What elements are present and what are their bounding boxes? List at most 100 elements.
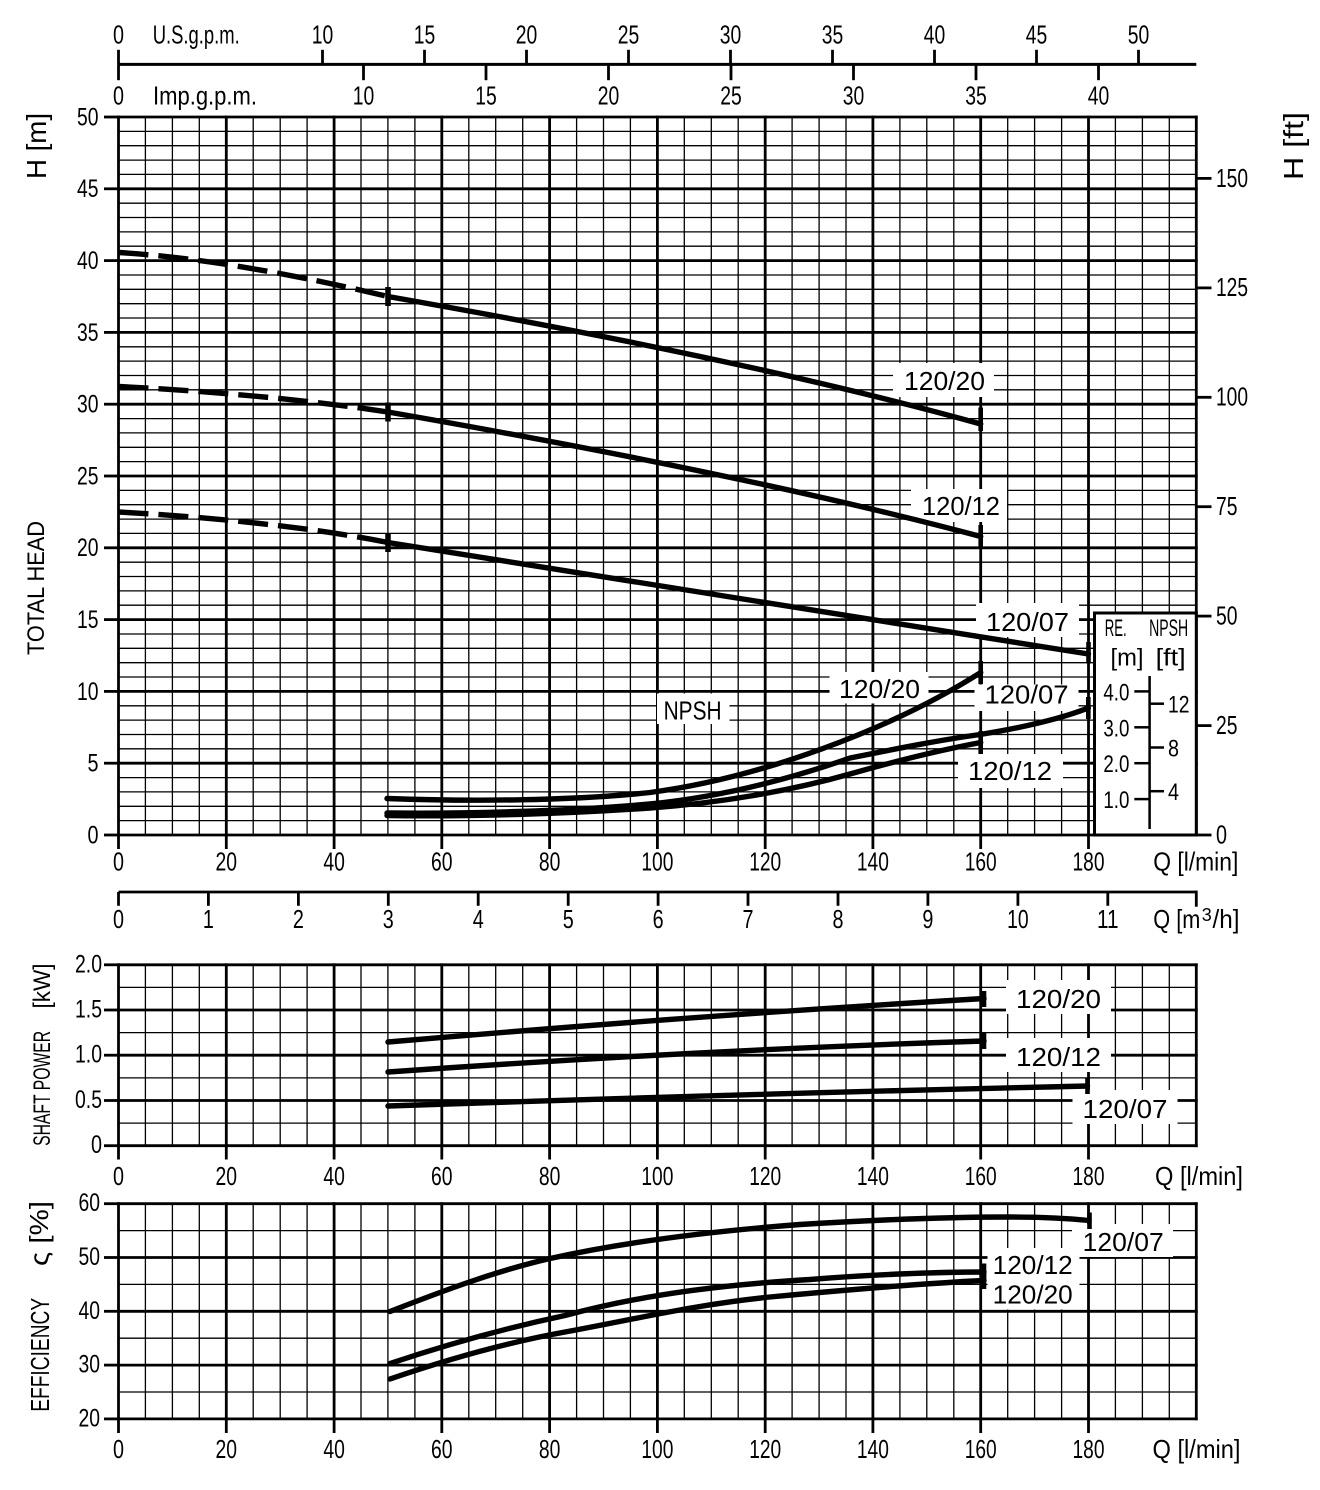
svg-text:120/12: 120/12 — [968, 756, 1052, 786]
svg-text:180: 180 — [1073, 847, 1105, 877]
svg-text:50: 50 — [1216, 601, 1238, 631]
svg-text:H [ft]: H [ft] — [1278, 112, 1309, 180]
svg-text:8: 8 — [833, 904, 844, 934]
svg-text:45: 45 — [1026, 20, 1048, 50]
svg-text:1.0: 1.0 — [75, 1041, 102, 1069]
svg-text:RE.: RE. — [1105, 615, 1127, 642]
svg-text:5: 5 — [88, 750, 99, 778]
svg-text:180: 180 — [1073, 1434, 1105, 1464]
svg-text:0: 0 — [88, 821, 99, 849]
svg-text:20: 20 — [216, 1161, 238, 1191]
svg-text:120/07: 120/07 — [985, 680, 1069, 710]
svg-text:15: 15 — [414, 20, 436, 50]
svg-text:120/12: 120/12 — [922, 491, 1000, 521]
svg-text:50: 50 — [77, 103, 99, 131]
svg-text:25: 25 — [720, 80, 742, 110]
svg-text:120/20: 120/20 — [993, 1280, 1073, 1310]
svg-text:180: 180 — [1073, 1161, 1105, 1191]
svg-text:12: 12 — [1168, 692, 1190, 719]
svg-text:40: 40 — [323, 1434, 345, 1464]
svg-text:15: 15 — [475, 80, 497, 110]
svg-text:120/07: 120/07 — [1083, 1227, 1164, 1257]
svg-text:40: 40 — [79, 1297, 101, 1325]
svg-text:140: 140 — [857, 1161, 889, 1191]
svg-text:80: 80 — [539, 847, 561, 877]
svg-text:4: 4 — [473, 904, 484, 934]
svg-text:3: 3 — [383, 904, 394, 934]
svg-text:[ft]: [ft] — [1156, 645, 1186, 672]
svg-text:120/07: 120/07 — [986, 607, 1069, 637]
svg-text:30: 30 — [843, 80, 865, 110]
svg-text:NPSH: NPSH — [1149, 615, 1188, 642]
svg-text:0: 0 — [113, 904, 124, 934]
svg-text:100: 100 — [1216, 382, 1248, 412]
svg-text:[kW]: [kW] — [29, 964, 56, 1009]
svg-text:Q [l/min]: Q [l/min] — [1153, 1434, 1241, 1464]
svg-text:150: 150 — [1216, 163, 1248, 193]
svg-text:120: 120 — [749, 1161, 781, 1191]
svg-text:30: 30 — [79, 1351, 101, 1379]
svg-text:5: 5 — [563, 904, 574, 934]
svg-text:Q [l/min]: Q [l/min] — [1153, 847, 1238, 877]
svg-text:60: 60 — [431, 847, 453, 877]
svg-text:60: 60 — [79, 1189, 101, 1217]
svg-text:7: 7 — [743, 904, 754, 934]
svg-text:20: 20 — [216, 1434, 238, 1464]
svg-text:120/20: 120/20 — [839, 674, 920, 704]
svg-text:20: 20 — [216, 847, 238, 877]
svg-text:3: 3 — [1202, 905, 1212, 925]
svg-text:U.S.g.p.m.: U.S.g.p.m. — [153, 20, 240, 50]
svg-text:10: 10 — [1007, 904, 1029, 934]
svg-text:25: 25 — [77, 462, 99, 490]
svg-text:45: 45 — [77, 175, 99, 203]
svg-text:50: 50 — [79, 1243, 101, 1271]
svg-text:35: 35 — [822, 20, 844, 50]
svg-text:1.0: 1.0 — [1103, 787, 1129, 814]
svg-text:160: 160 — [965, 1434, 997, 1464]
svg-text:4.0: 4.0 — [1103, 679, 1129, 706]
svg-text:40: 40 — [323, 847, 345, 877]
svg-text:120/07: 120/07 — [1083, 1094, 1168, 1124]
svg-text:10: 10 — [77, 678, 99, 706]
svg-text:2.0: 2.0 — [75, 950, 102, 978]
svg-text:8: 8 — [1168, 736, 1179, 763]
svg-text:30: 30 — [77, 391, 99, 419]
svg-text:125: 125 — [1216, 272, 1248, 302]
svg-text:6: 6 — [653, 904, 664, 934]
svg-text:10: 10 — [353, 80, 375, 110]
svg-text:60: 60 — [431, 1434, 453, 1464]
svg-text:120/20: 120/20 — [1016, 984, 1101, 1014]
svg-text:40: 40 — [924, 20, 946, 50]
svg-text:100: 100 — [641, 1434, 673, 1464]
svg-text:0: 0 — [113, 847, 124, 877]
svg-text:80: 80 — [539, 1161, 561, 1191]
svg-text:35: 35 — [965, 80, 987, 110]
svg-text:0: 0 — [113, 20, 124, 50]
svg-text:0: 0 — [113, 80, 124, 110]
svg-text:20: 20 — [516, 20, 538, 50]
svg-text:15: 15 — [77, 606, 99, 634]
svg-text:NPSH: NPSH — [664, 696, 722, 726]
svg-text:/h]: /h] — [1213, 904, 1240, 934]
svg-text:10: 10 — [312, 20, 334, 50]
svg-text:0: 0 — [1216, 819, 1227, 849]
svg-text:40: 40 — [77, 247, 99, 275]
svg-text:2: 2 — [293, 904, 304, 934]
svg-text:50: 50 — [1128, 20, 1150, 50]
svg-text:11: 11 — [1097, 904, 1119, 934]
svg-text:0: 0 — [113, 1434, 124, 1464]
svg-text:120: 120 — [749, 1434, 781, 1464]
svg-text:20: 20 — [79, 1404, 101, 1432]
svg-text:4: 4 — [1168, 779, 1179, 806]
svg-text:60: 60 — [431, 1161, 453, 1191]
svg-text:20: 20 — [77, 534, 99, 562]
svg-text:[m]: [m] — [1111, 645, 1144, 672]
svg-text:120: 120 — [749, 847, 781, 877]
svg-text:1.5: 1.5 — [75, 996, 102, 1024]
svg-text:140: 140 — [857, 847, 889, 877]
svg-text:9: 9 — [922, 904, 933, 934]
svg-text:75: 75 — [1216, 491, 1238, 521]
svg-text:Q [l/min]: Q [l/min] — [1155, 1161, 1243, 1191]
svg-text:140: 140 — [857, 1434, 889, 1464]
svg-text:25: 25 — [1216, 710, 1238, 740]
